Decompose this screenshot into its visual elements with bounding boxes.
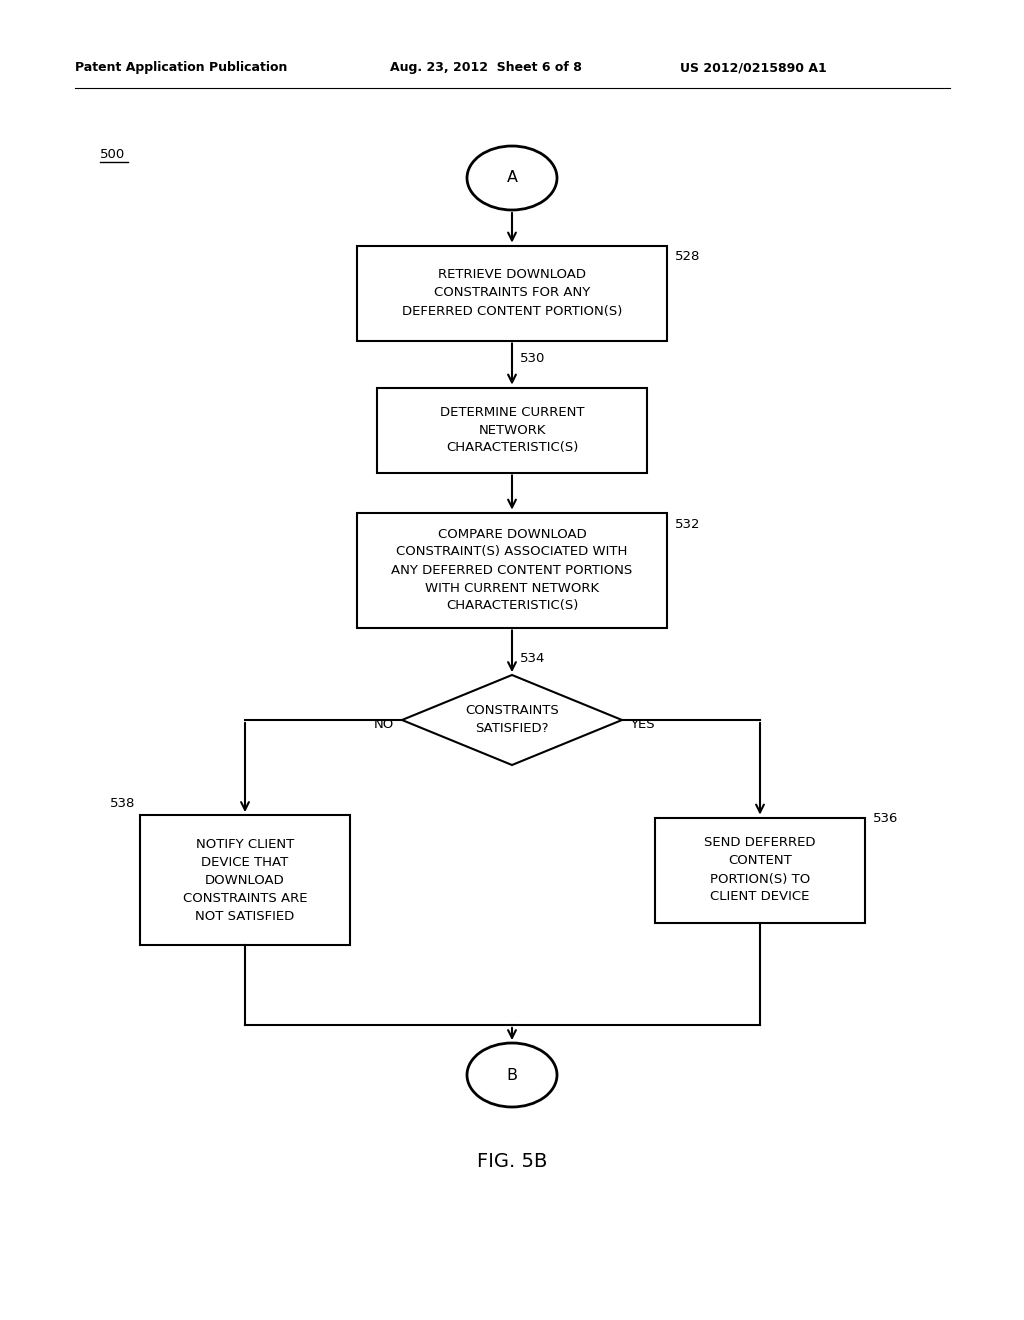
Text: 528: 528	[675, 251, 700, 264]
Text: 532: 532	[675, 517, 700, 531]
Bar	[377, 388, 647, 473]
Text: 538: 538	[110, 797, 135, 810]
Text: NOTIFY CLIENT
DEVICE THAT
DOWNLOAD
CONSTRAINTS ARE
NOT SATISFIED: NOTIFY CLIENT DEVICE THAT DOWNLOAD CONST…	[182, 837, 307, 923]
Text: NO: NO	[374, 718, 394, 730]
Bar	[140, 814, 350, 945]
Text: YES: YES	[630, 718, 654, 730]
Text: DETERMINE CURRENT
NETWORK
CHARACTERISTIC(S): DETERMINE CURRENT NETWORK CHARACTERISTIC…	[439, 405, 585, 454]
Bar	[357, 246, 667, 341]
Text: 534: 534	[520, 652, 546, 665]
Text: US 2012/0215890 A1: US 2012/0215890 A1	[680, 62, 826, 74]
Polygon shape	[402, 675, 622, 766]
Text: Aug. 23, 2012  Sheet 6 of 8: Aug. 23, 2012 Sheet 6 of 8	[390, 62, 582, 74]
Text: A: A	[507, 170, 517, 186]
Text: RETRIEVE DOWNLOAD
CONSTRAINTS FOR ANY
DEFERRED CONTENT PORTION(S): RETRIEVE DOWNLOAD CONSTRAINTS FOR ANY DE…	[401, 268, 623, 318]
Text: Patent Application Publication: Patent Application Publication	[75, 62, 288, 74]
Text: FIG. 5B: FIG. 5B	[477, 1152, 547, 1171]
Ellipse shape	[467, 147, 557, 210]
Bar	[655, 817, 865, 923]
Text: B: B	[507, 1068, 517, 1082]
Text: 536: 536	[873, 813, 898, 825]
Text: COMPARE DOWNLOAD
CONSTRAINT(S) ASSOCIATED WITH
ANY DEFERRED CONTENT PORTIONS
WIT: COMPARE DOWNLOAD CONSTRAINT(S) ASSOCIATE…	[391, 528, 633, 612]
Text: 500: 500	[100, 148, 125, 161]
Text: CONSTRAINTS
SATISFIED?: CONSTRAINTS SATISFIED?	[465, 705, 559, 735]
Ellipse shape	[467, 1043, 557, 1107]
Bar	[357, 512, 667, 627]
Text: 530: 530	[520, 352, 546, 366]
Text: SEND DEFERRED
CONTENT
PORTION(S) TO
CLIENT DEVICE: SEND DEFERRED CONTENT PORTION(S) TO CLIE…	[705, 837, 816, 903]
